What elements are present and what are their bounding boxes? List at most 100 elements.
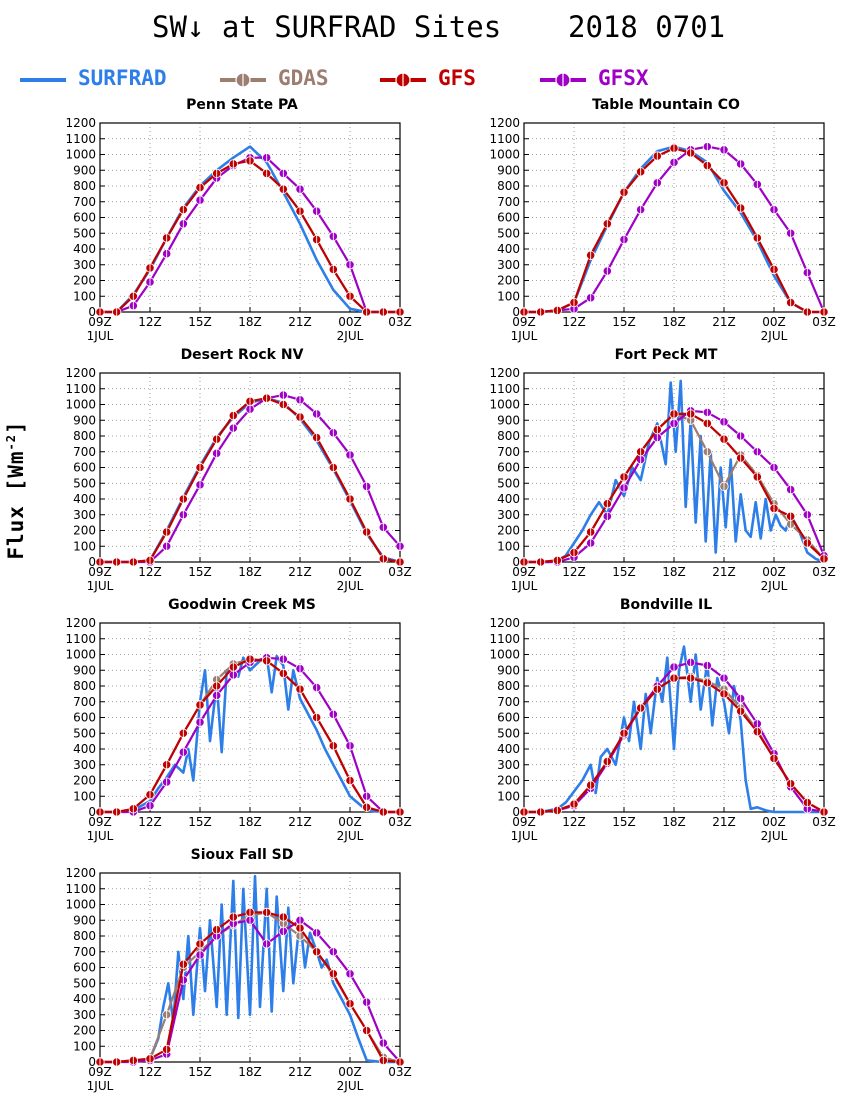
chart-title: Table Mountain CO (592, 97, 740, 113)
x-date-label: 1JUL (511, 829, 538, 843)
x-tick-label: 18Z (238, 1065, 262, 1079)
chart-panel-fort-peck-mt: Fort Peck MT 0 100 200 300 400 500 600 700 800 900… (476, 347, 850, 597)
y-tick-label: 100 (73, 539, 96, 553)
x-tick-label: 09Z (88, 565, 112, 579)
x-date-label: 2JUL (761, 329, 788, 343)
x-tick-label: 03Z (388, 315, 412, 329)
y-tick-label: 1000 (489, 398, 520, 412)
x-tick-label: 12Z (562, 815, 586, 829)
x-tick-label: 12Z (138, 815, 162, 829)
y-tick-label: 800 (73, 179, 96, 193)
x-tick-label: 21Z (712, 565, 736, 579)
x-tick-label: 03Z (388, 565, 412, 579)
x-tick-label: 03Z (388, 815, 412, 829)
y-tick-label: 900 (73, 913, 96, 927)
x-date-label: 2JUL (337, 1079, 364, 1093)
x-tick-label: 15Z (188, 565, 212, 579)
chart-plot: 0100200300400500600700800900100011001200… (65, 616, 412, 843)
y-tick-label: 500 (497, 726, 520, 740)
chart-panel-desert-rock-nv: Desert Rock NV 0 100 200 300 400 500 600 700 800 9… (52, 347, 432, 597)
x-tick-label: 00Z (338, 1065, 362, 1079)
x-tick-label: 15Z (612, 815, 636, 829)
x-tick-label: 09Z (512, 315, 536, 329)
y-tick-label: 100 (73, 789, 96, 803)
y-tick-label: 200 (497, 524, 520, 538)
series-line-gfsx (100, 156, 400, 314)
x-date-label: 2JUL (337, 579, 364, 593)
x-tick-label: 18Z (662, 815, 686, 829)
y-tick-label: 0 (88, 1055, 96, 1069)
x-tick-label: 21Z (288, 815, 312, 829)
legend-label-gdas: GDAS (278, 66, 329, 90)
y-tick-label: 300 (73, 1008, 96, 1022)
x-tick-label: 12Z (562, 315, 586, 329)
y-tick-label: 800 (497, 679, 520, 693)
x-tick-label: 15Z (188, 315, 212, 329)
x-tick-label: 12Z (138, 1065, 162, 1079)
x-tick-label: 18Z (238, 315, 262, 329)
y-tick-label: 900 (73, 413, 96, 427)
x-tick-label: 15Z (188, 815, 212, 829)
y-tick-label: 600 (497, 211, 520, 225)
y-tick-label: 600 (73, 211, 96, 225)
y-tick-label: 400 (73, 242, 96, 256)
x-tick-label: 00Z (762, 565, 786, 579)
y-tick-label: 0 (512, 305, 520, 319)
x-tick-label: 09Z (88, 315, 112, 329)
y-tick-label: 100 (73, 289, 96, 303)
y-tick-label: 600 (73, 711, 96, 725)
x-tick-label: 00Z (338, 815, 362, 829)
page-title: SW↓ at SURFRAD Sites 2018 0701 (0, 10, 850, 50)
legend-swatch-gfs (380, 72, 426, 88)
y-tick-label: 100 (73, 1039, 96, 1053)
chart-title: Bondville IL (619, 597, 713, 613)
y-axis-label-exponent: -2 (4, 434, 18, 451)
legend-label-gfs: GFS (438, 66, 476, 90)
y-tick-label: 700 (73, 195, 96, 209)
y-tick-label: 1100 (65, 632, 96, 646)
x-date-label: 2JUL (337, 829, 364, 843)
legend-swatch-gdas (220, 72, 266, 88)
y-tick-label: 1000 (65, 148, 96, 162)
x-date-label: 1JUL (87, 329, 114, 343)
x-tick-label: 09Z (88, 815, 112, 829)
y-tick-label: 200 (497, 274, 520, 288)
y-tick-label: 600 (73, 961, 96, 975)
y-tick-label: 0 (512, 555, 520, 569)
x-tick-label: 03Z (812, 815, 836, 829)
x-tick-label: 21Z (712, 815, 736, 829)
y-tick-label: 700 (73, 945, 96, 959)
y-tick-label: 1200 (489, 366, 520, 380)
y-tick-label: 500 (73, 726, 96, 740)
chart-title: Goodwin Creek MS (168, 597, 316, 613)
legend-swatch-gfsx (540, 72, 586, 88)
title-left: SW↓ at SURFRAD Sites (152, 10, 502, 44)
y-tick-label: 0 (88, 555, 96, 569)
y-tick-label: 1000 (65, 398, 96, 412)
chart-panel-bondville-il: Bondville IL 0 100 200 300 400 500 600 700 800 900… (476, 597, 850, 847)
x-tick-label: 09Z (512, 565, 536, 579)
chart-plot: 0100200300400500600700800900100011001200… (489, 616, 836, 843)
y-tick-label: 400 (73, 992, 96, 1006)
x-tick-label: 12Z (138, 565, 162, 579)
y-tick-label: 0 (88, 305, 96, 319)
chart-plot: 0100200300400500600700800900100011001200… (489, 116, 835, 343)
x-tick-label: 00Z (762, 815, 786, 829)
x-tick-label: 00Z (338, 565, 362, 579)
y-tick-label: 1000 (489, 148, 520, 162)
x-tick-label: 21Z (712, 315, 736, 329)
x-tick-label: 15Z (188, 1065, 212, 1079)
x-tick-label: 12Z (138, 315, 162, 329)
y-tick-label: 200 (73, 274, 96, 288)
x-date-label: 1JUL (87, 1079, 114, 1093)
x-tick-label: 00Z (338, 315, 362, 329)
y-tick-label: 300 (73, 508, 96, 522)
y-tick-label: 300 (73, 258, 96, 272)
y-tick-label: 1100 (65, 132, 96, 146)
y-tick-label: 400 (73, 492, 96, 506)
chart-title: Penn State PA (186, 97, 298, 113)
y-tick-label: 1200 (489, 116, 520, 130)
x-tick-label: 03Z (388, 1065, 412, 1079)
legend: SURFRAD GDAS GFS GFSX (0, 62, 850, 98)
y-tick-label: 1200 (65, 116, 96, 130)
